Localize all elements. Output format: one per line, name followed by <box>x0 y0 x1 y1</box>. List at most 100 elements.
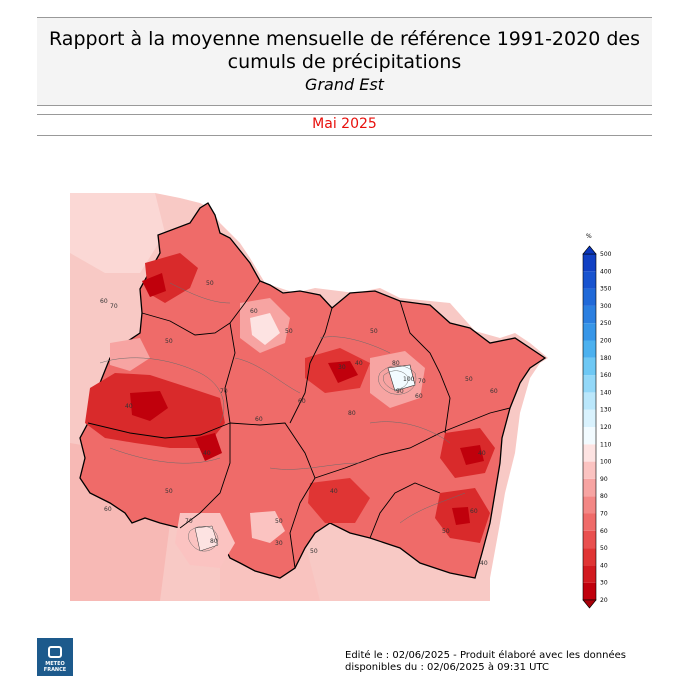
legend-tick-label: 300 <box>600 303 612 310</box>
legend-tick-label: 350 <box>600 286 612 293</box>
legend-color-step <box>583 427 596 445</box>
legend-color-step <box>583 288 596 306</box>
contour-label: 70 <box>110 303 118 310</box>
logo-text-line-1: METEO <box>45 661 65 667</box>
contour-label: 60 <box>415 393 423 400</box>
contour-label: 60 <box>250 308 258 315</box>
legend-color-step <box>583 565 596 583</box>
contour-label: 50 <box>310 548 318 555</box>
isohyet-contours <box>99 282 466 552</box>
contour-label: 40 <box>125 403 133 410</box>
dry-spot-6 <box>142 273 166 297</box>
legend-tick-label: 110 <box>600 441 612 448</box>
edition-date-line: Edité le : 02/06/2025 - Produit élaboré … <box>345 650 626 661</box>
logo-text-line-2: FRANCE <box>43 667 67 673</box>
meteo-france-logo: METEO FRANCE <box>37 638 73 676</box>
contour-label: 50 <box>370 328 378 335</box>
legend-tick-label: 70 <box>600 511 608 518</box>
wet-zone-south-center <box>250 511 285 543</box>
contour-label: 70 <box>418 378 426 385</box>
legend-tick-label: 20 <box>600 597 608 604</box>
legend-color-step <box>583 582 596 600</box>
period-label: Mai 2025 <box>312 116 377 132</box>
legend-color-step <box>583 375 596 393</box>
contour-label: 40 <box>480 560 488 567</box>
contour-label: 80 <box>348 410 356 417</box>
edition-info: Edité le : 02/06/2025 - Produit élaboré … <box>345 650 626 674</box>
legend-color-step <box>583 478 596 497</box>
contour-label: 40 <box>478 450 486 457</box>
contour-label: 50 <box>165 488 173 495</box>
blank-area <box>155 193 550 601</box>
color-legend: % 20 30 40 50 60 70 80 90 100 110 120 130 140 160 180 2… <box>560 230 630 610</box>
legend-tick-label: 130 <box>600 407 612 414</box>
legend-color-step <box>583 340 596 358</box>
legend-tick-label: 90 <box>600 476 608 483</box>
legend-tick-label: 500 <box>600 251 612 258</box>
legend-color-step <box>583 513 596 531</box>
contour-label: 30 <box>338 364 346 371</box>
legend-color-step <box>583 357 596 376</box>
precipitation-map: 50 60 70 40 50 60 50 60 30 40 50 60 70 8… <box>70 193 550 601</box>
contour-label: 90 <box>396 388 404 395</box>
outside-light-area <box>70 193 165 273</box>
dry-spot-4 <box>460 445 484 465</box>
contour-label: 50 <box>465 376 473 383</box>
data-availability-line: disponibles du : 02/06/2025 à 09:31 UTC <box>345 662 549 673</box>
legend-tick-label: 60 <box>600 528 608 535</box>
dry-spot-1 <box>130 391 168 421</box>
period-box: Mai 2025 <box>37 114 652 136</box>
legend-tick-label: 100 <box>600 459 612 466</box>
contour-label: 60 <box>470 508 478 515</box>
wet-zone-north-center <box>250 313 280 345</box>
legend-unit: % <box>586 233 592 240</box>
legend-color-step <box>583 461 596 479</box>
legend-color-step <box>583 392 596 410</box>
department-borders <box>87 280 511 569</box>
legend-tick-label: 40 <box>600 562 608 569</box>
legend-tick-labels: 20 30 40 50 60 70 80 90 100 110 120 130 140 160 180 200… <box>600 251 612 604</box>
legend-tick-label: 400 <box>600 268 612 275</box>
contour-label: 30 <box>275 540 283 547</box>
legend-color-bar <box>582 245 597 609</box>
dry-spot-3 <box>328 361 358 383</box>
legend-color-step <box>583 305 596 324</box>
region-shape <box>79 202 547 579</box>
legend-overflow-arrow <box>582 245 597 255</box>
map-title-line-2: cumuls de précipitations <box>227 51 462 73</box>
legend-color-step <box>583 409 596 427</box>
contour-label: 40 <box>330 488 338 495</box>
dry-spot-5 <box>452 507 470 525</box>
legend-color-step <box>583 530 596 549</box>
legend-color-step <box>583 254 596 272</box>
wet-zone-west <box>110 338 150 371</box>
title-box: Rapport à la moyenne mensuelle de référe… <box>37 17 652 106</box>
legend-color-step <box>583 496 596 514</box>
region-subtitle: Grand Est <box>305 75 384 94</box>
contour-label: 60 <box>255 416 263 423</box>
contour-label: 50 <box>275 518 283 525</box>
legend-tick-label: 160 <box>600 372 612 379</box>
legend-color-step <box>583 323 596 341</box>
map-title-line-1: Rapport à la moyenne mensuelle de référe… <box>49 28 640 50</box>
contour-label: 50 <box>285 328 293 335</box>
legend-tick-label: 30 <box>600 580 608 587</box>
legend-tick-label: 200 <box>600 338 612 345</box>
legend-tick-label: 140 <box>600 389 612 396</box>
legend-tick-label: 120 <box>600 424 612 431</box>
contour-label: 50 <box>165 338 173 345</box>
legend-tick-label: 180 <box>600 355 612 362</box>
very-dry-zone-south <box>308 478 370 523</box>
legend-color-step <box>583 548 596 566</box>
contour-label: 60 <box>104 506 112 513</box>
legend-underflow-arrow <box>582 599 597 609</box>
dry-spot-2 <box>195 433 222 461</box>
logo-mark <box>48 646 62 658</box>
contour-label: 60 <box>490 388 498 395</box>
legend-color-step <box>583 271 596 289</box>
contour-label: 40 <box>355 360 363 367</box>
contour-label: 60 <box>298 398 306 405</box>
contour-label: 40 <box>203 450 211 457</box>
contour-label: 80 <box>392 360 400 367</box>
contour-label: 80 <box>210 538 218 545</box>
